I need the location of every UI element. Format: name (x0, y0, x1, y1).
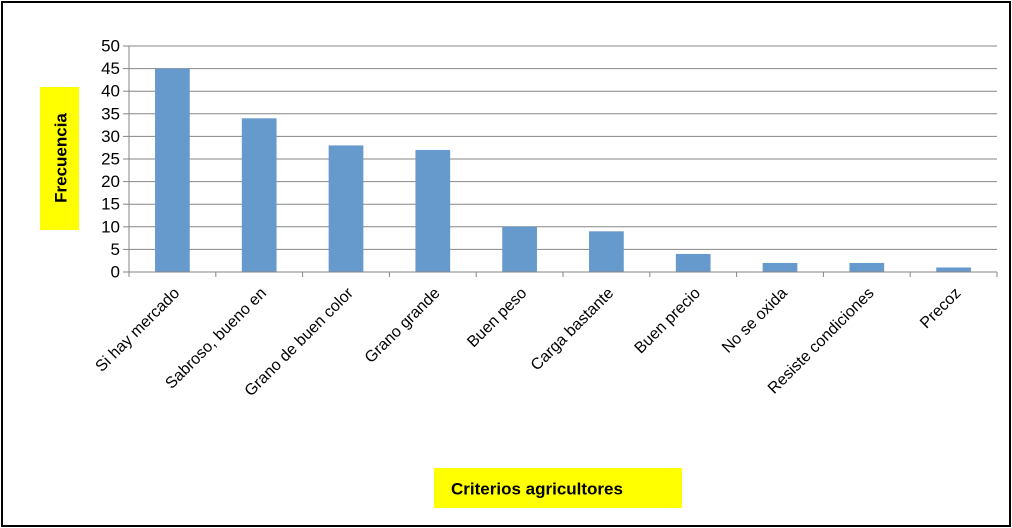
x-tick-label: Buen precio (632, 285, 704, 357)
y-tick-label: 45 (101, 59, 120, 78)
x-axis-title-highlight (434, 468, 682, 508)
bar (241, 118, 277, 272)
axes (123, 45, 998, 277)
bar (589, 231, 624, 272)
x-tick-label: Precoz (917, 285, 964, 332)
y-tick-label: 35 (101, 104, 120, 123)
y-tick-labels: 0 5 10 15 20 25 30 35 40 45 50 (101, 37, 120, 282)
bar (415, 149, 451, 272)
y-tick-label: 30 (101, 127, 120, 146)
bars (155, 68, 971, 272)
x-tick-label: Buen peso (464, 285, 530, 351)
x-axis-title: Criterios agricultores (451, 480, 623, 499)
x-tick-label: Grano grande (362, 285, 444, 367)
bar (675, 253, 711, 272)
y-tick-label: 50 (101, 37, 120, 56)
bar (502, 226, 537, 272)
bar (155, 68, 190, 272)
y-tick-label: 15 (101, 195, 120, 214)
bar (762, 262, 798, 272)
y-tick-label: 0 (111, 263, 120, 282)
y-axis-title: Frecuencia (52, 113, 71, 203)
y-tick-label: 10 (101, 217, 120, 236)
x-tick-label: Carga bastante (528, 285, 617, 374)
y-tick-label: 20 (101, 172, 120, 191)
x-tick-label: Si hay mercado (93, 285, 184, 376)
y-axis-title-highlight (40, 87, 79, 230)
y-tick-label: 40 (101, 82, 120, 101)
bar-chart: 0 5 10 15 20 25 30 35 40 45 50 Si hay mercadoSabro… (40, 37, 998, 508)
bar (849, 262, 885, 272)
bar (328, 145, 364, 272)
y-tick-label: 5 (111, 240, 120, 259)
x-tick-label: No se oxida (719, 285, 791, 357)
y-tick-label: 25 (101, 150, 120, 169)
bar (936, 267, 971, 272)
